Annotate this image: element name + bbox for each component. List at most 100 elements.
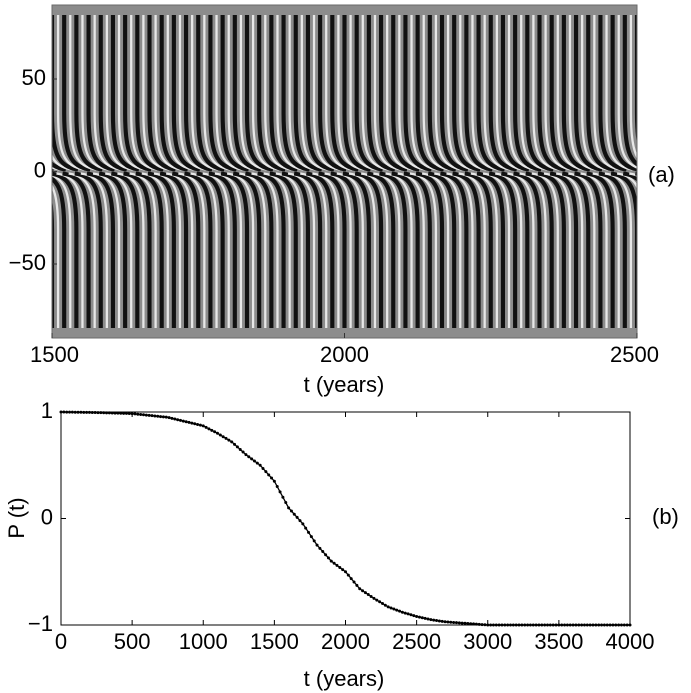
series-point xyxy=(577,623,581,627)
series-point xyxy=(352,580,356,584)
heatmap-band-north-light xyxy=(568,5,597,171)
y-tick-label: 50 xyxy=(22,65,46,90)
heatmap-band-north-light xyxy=(178,5,207,171)
heatmap-band-south xyxy=(123,171,152,338)
series-point xyxy=(452,620,456,624)
x-tick-label: 2000 xyxy=(321,629,370,654)
polar-margin-top xyxy=(52,5,637,15)
heatmap-band-north xyxy=(537,5,566,172)
series-point xyxy=(383,603,387,607)
heatmap-band-north-light xyxy=(398,5,426,171)
series-point xyxy=(617,623,621,627)
series-point xyxy=(110,411,114,415)
series-point xyxy=(543,623,547,627)
series-point xyxy=(628,623,632,627)
series-point xyxy=(500,623,504,627)
series-point xyxy=(309,535,313,539)
heatmap-band-south xyxy=(403,171,432,338)
series-point xyxy=(349,577,353,581)
series-point xyxy=(244,453,248,457)
heatmap-band-north-light xyxy=(239,5,268,171)
series-point xyxy=(503,623,507,627)
heatmap-band-north-light xyxy=(215,5,243,171)
heatmap-band-north-light xyxy=(227,5,255,171)
series-point xyxy=(545,623,549,627)
series-point xyxy=(190,421,194,425)
heatmap-band-south xyxy=(354,171,384,338)
series-point xyxy=(321,550,325,554)
heatmap-band-north xyxy=(330,5,359,172)
heatmap-band-north xyxy=(354,5,384,172)
series-point xyxy=(122,411,126,415)
series-point xyxy=(156,414,160,418)
series-point xyxy=(144,413,148,417)
heatmap-band-south xyxy=(500,171,530,338)
series-point xyxy=(477,622,481,626)
heatmap-band-north-light xyxy=(349,5,377,171)
heatmap-band-north xyxy=(171,5,201,172)
series-point xyxy=(523,623,527,627)
heatmap-band-south xyxy=(135,171,164,338)
heatmap-band-north-light xyxy=(52,166,60,171)
series-point xyxy=(238,447,242,451)
heatmap-band-north xyxy=(378,5,408,172)
heatmap-band-south xyxy=(379,171,408,338)
heatmap-band-south xyxy=(598,171,627,338)
series-point xyxy=(287,506,291,510)
heatmap-band-north xyxy=(427,5,457,172)
heatmap-band-north-light xyxy=(459,5,487,171)
heatmap-band-north xyxy=(257,5,286,172)
heatmap-band-north-light xyxy=(605,5,633,171)
series-point xyxy=(355,583,359,587)
series-point xyxy=(420,616,424,620)
series-point xyxy=(139,412,143,416)
heatmap-band-south xyxy=(110,171,140,338)
heatmap-band-south xyxy=(52,176,67,338)
series-point xyxy=(187,420,191,424)
series-point xyxy=(301,522,305,526)
heatmap-band-north-light xyxy=(264,5,292,171)
heatmap-band-north xyxy=(74,5,103,172)
series-point xyxy=(304,526,308,530)
series-point xyxy=(196,422,200,426)
series-point xyxy=(107,411,111,415)
heatmap-band-south xyxy=(342,171,371,338)
series-point xyxy=(554,623,558,627)
series-point xyxy=(560,623,564,627)
series-point xyxy=(460,621,464,625)
heatmap-band-north-light xyxy=(191,5,219,171)
series-point xyxy=(207,427,211,431)
heatmap-band-north-light xyxy=(629,5,637,159)
heatmap-band-north xyxy=(196,5,225,172)
heatmap-band-north xyxy=(208,5,237,172)
series-point xyxy=(184,420,188,424)
series-point xyxy=(344,570,347,574)
x-tick-label: 2500 xyxy=(610,342,659,367)
heatmap-band-north-light xyxy=(410,5,438,171)
series-point xyxy=(105,411,109,415)
series-point xyxy=(497,623,501,627)
series-point xyxy=(526,623,530,627)
series-point xyxy=(278,490,282,494)
series-point xyxy=(62,410,66,414)
heatmap-band-north-light xyxy=(154,5,182,171)
series-point xyxy=(250,457,254,461)
series-point xyxy=(611,623,615,627)
heatmap-band-north-light xyxy=(276,5,304,171)
heatmap-band-south xyxy=(330,171,359,338)
heatmap-band-north xyxy=(661,1,687,170)
heatmap-band-north-light xyxy=(643,1,669,170)
series-point xyxy=(213,430,217,434)
series-point xyxy=(366,593,370,597)
heatmap-band-south xyxy=(257,171,286,338)
heatmap-band-north-light xyxy=(203,5,231,171)
series-point xyxy=(619,623,623,627)
panel-b-xlabel: t (years) xyxy=(304,666,385,691)
series-point xyxy=(124,411,128,415)
series-point xyxy=(378,600,382,604)
heatmap-band-south xyxy=(476,171,506,338)
heatmap-band-south xyxy=(196,171,225,338)
series-point xyxy=(614,623,618,627)
heatmap-band-north xyxy=(488,5,518,172)
series-point xyxy=(275,485,279,489)
